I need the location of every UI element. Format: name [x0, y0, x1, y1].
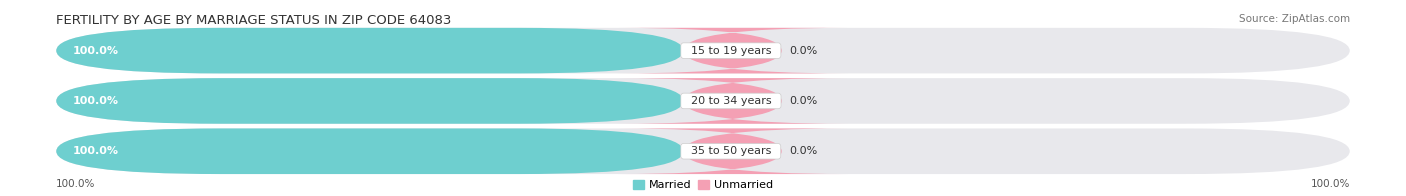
Text: Source: ZipAtlas.com: Source: ZipAtlas.com — [1239, 14, 1350, 24]
FancyBboxPatch shape — [619, 78, 848, 124]
Text: 0.0%: 0.0% — [789, 146, 817, 156]
Text: 35 to 50 years: 35 to 50 years — [683, 146, 778, 156]
Text: 0.0%: 0.0% — [789, 96, 817, 106]
FancyBboxPatch shape — [56, 128, 1350, 174]
FancyBboxPatch shape — [56, 78, 683, 124]
FancyBboxPatch shape — [619, 128, 848, 174]
Text: 100.0%: 100.0% — [56, 179, 96, 189]
Legend: Married, Unmarried: Married, Unmarried — [633, 180, 773, 191]
Text: 0.0%: 0.0% — [789, 46, 817, 56]
Text: 100.0%: 100.0% — [1310, 179, 1350, 189]
FancyBboxPatch shape — [56, 128, 683, 174]
Text: FERTILITY BY AGE BY MARRIAGE STATUS IN ZIP CODE 64083: FERTILITY BY AGE BY MARRIAGE STATUS IN Z… — [56, 14, 451, 27]
FancyBboxPatch shape — [56, 28, 683, 74]
Text: 100.0%: 100.0% — [73, 46, 120, 56]
Text: 15 to 19 years: 15 to 19 years — [683, 46, 778, 56]
Text: 100.0%: 100.0% — [73, 146, 120, 156]
FancyBboxPatch shape — [56, 28, 1350, 74]
Text: 100.0%: 100.0% — [73, 96, 120, 106]
Text: 20 to 34 years: 20 to 34 years — [683, 96, 779, 106]
FancyBboxPatch shape — [56, 78, 1350, 124]
FancyBboxPatch shape — [619, 28, 848, 74]
